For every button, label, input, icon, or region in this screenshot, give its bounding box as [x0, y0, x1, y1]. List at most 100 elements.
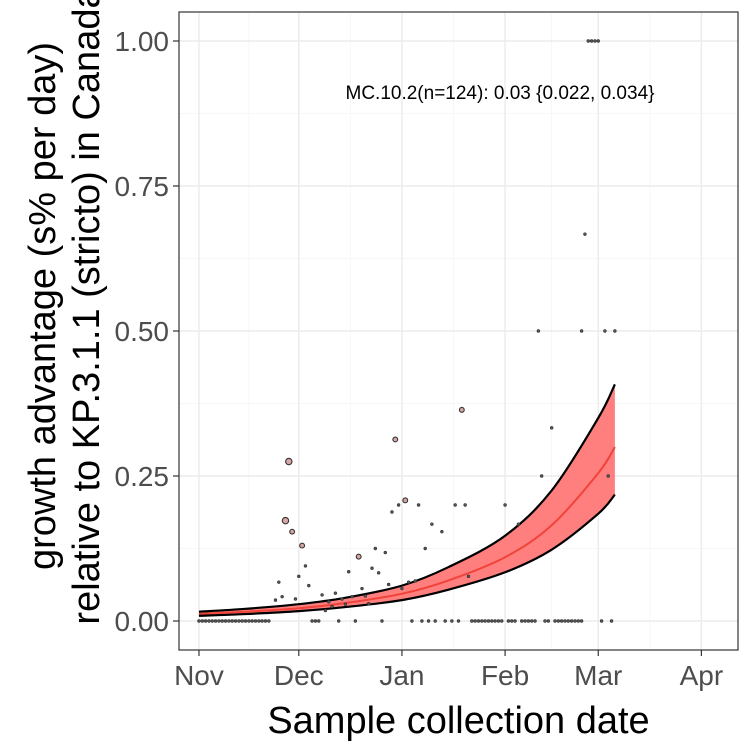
data-point — [433, 619, 437, 623]
y-axis-title-line2: relative to KP.3.1.1 (stricto) in Canada — [66, 0, 108, 625]
data-point — [200, 619, 204, 623]
data-point — [539, 474, 544, 478]
y-tick-label: 0.00 — [115, 606, 170, 637]
data-point — [340, 597, 344, 601]
data-point — [376, 571, 381, 575]
data-point — [310, 619, 314, 623]
data-point — [392, 436, 399, 443]
data-point — [281, 516, 290, 525]
x-tick-label: Feb — [481, 660, 529, 691]
data-point — [463, 503, 467, 507]
data-point — [257, 619, 261, 623]
data-point — [596, 39, 600, 43]
data-point — [416, 503, 421, 507]
data-point — [480, 619, 484, 623]
data-point — [406, 580, 411, 584]
data-point — [297, 574, 301, 579]
data-point — [360, 586, 364, 591]
data-point — [606, 474, 610, 478]
data-point — [243, 619, 248, 623]
data-point — [227, 619, 231, 623]
data-point — [285, 457, 293, 466]
data-point — [493, 619, 497, 623]
data-point — [556, 619, 561, 623]
data-point — [330, 604, 334, 609]
data-point — [220, 619, 224, 623]
data-point — [473, 619, 477, 623]
data-point — [466, 574, 471, 579]
x-tick-label: Jan — [379, 660, 424, 691]
data-point — [476, 619, 481, 623]
data-point — [413, 579, 417, 583]
data-point — [363, 594, 368, 598]
data-point — [526, 619, 531, 623]
data-point — [443, 619, 447, 623]
data-point — [563, 619, 567, 623]
data-point — [210, 619, 214, 623]
data-point — [353, 619, 358, 623]
data-point — [223, 619, 228, 623]
data-point — [490, 619, 494, 623]
data-point — [317, 619, 321, 623]
data-point — [599, 619, 604, 623]
data-point — [423, 546, 427, 551]
data-point — [350, 594, 354, 599]
data-point — [513, 619, 517, 623]
model-annotation: MC.10.2(n=124): 0.03 {0.022, 0.034} — [346, 83, 655, 104]
y-axis-title: growth advantage (s% per day) relative t… — [22, 0, 108, 625]
data-point — [313, 619, 318, 623]
data-point — [396, 503, 401, 507]
data-point — [293, 597, 298, 601]
data-point — [299, 542, 306, 549]
data-point — [327, 600, 331, 604]
data-point — [373, 546, 378, 551]
data-point — [320, 593, 324, 597]
data-point — [533, 619, 537, 623]
data-point — [456, 619, 461, 623]
data-point — [343, 602, 348, 606]
data-point — [609, 619, 614, 623]
data-point — [553, 619, 557, 623]
y-axis-title-line1: growth advantage (s% per day) — [22, 42, 64, 570]
data-points — [197, 39, 617, 623]
data-point — [520, 619, 524, 623]
x-axis-ticks: Nov Dec Jan Feb Mar Apr — [174, 650, 723, 691]
data-point — [370, 566, 374, 570]
data-point — [486, 619, 491, 623]
data-point — [253, 619, 258, 623]
data-point — [559, 619, 564, 623]
data-point — [593, 39, 597, 43]
data-point — [289, 528, 296, 535]
data-point — [500, 619, 504, 623]
data-point — [217, 619, 221, 623]
y-tick-label: 0.75 — [115, 171, 170, 202]
x-axis-title: Sample collection date — [267, 700, 649, 742]
data-point — [576, 619, 580, 623]
data-point — [197, 619, 201, 623]
data-point — [383, 550, 387, 555]
data-point — [470, 619, 474, 623]
data-point — [233, 619, 238, 623]
data-point — [453, 503, 457, 507]
x-tick-label: Mar — [574, 660, 622, 691]
data-point — [337, 619, 341, 623]
data-point — [355, 553, 362, 560]
confidence-ribbon — [198, 384, 615, 616]
data-point — [613, 329, 617, 333]
ci-upper-line — [198, 383, 616, 613]
data-point — [400, 586, 404, 591]
data-point — [346, 569, 351, 574]
data-point — [440, 529, 444, 534]
data-point — [586, 39, 590, 43]
data-point — [603, 329, 607, 333]
plot-panel: MC.10.2(n=124): 0.03 {0.022, 0.034} — [178, 11, 739, 651]
data-point — [579, 329, 584, 333]
data-point — [250, 619, 254, 623]
data-point — [230, 619, 234, 623]
data-point — [366, 601, 371, 606]
data-point — [589, 39, 594, 43]
data-point — [579, 619, 584, 623]
data-point — [426, 619, 431, 623]
data-point — [386, 582, 391, 587]
data-point — [483, 619, 487, 623]
